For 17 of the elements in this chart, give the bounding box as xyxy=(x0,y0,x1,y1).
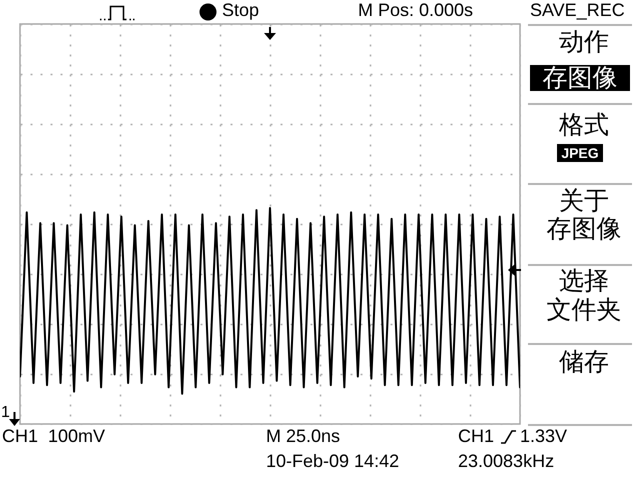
text: 存图像 xyxy=(546,215,622,244)
text: 1.33V xyxy=(520,426,568,447)
text: M 25.0ns xyxy=(266,426,340,447)
text: 格式 xyxy=(558,111,610,140)
text: 10-Feb-09 14:42 xyxy=(266,451,400,472)
text: 选择 xyxy=(558,267,610,296)
text: CH1 100mV xyxy=(2,426,106,447)
text: 文件夹 xyxy=(546,296,622,324)
text: 动作 xyxy=(558,28,610,56)
text: SAVE_REC xyxy=(530,0,625,21)
text: 储存 xyxy=(558,348,610,376)
text: CH1 xyxy=(458,426,494,447)
text: Stop xyxy=(222,0,260,21)
text: 关于 xyxy=(558,187,610,216)
text: 23.0083kHz xyxy=(458,451,554,472)
text: 1 xyxy=(1,404,10,422)
text: M Pos: 0.000s xyxy=(358,0,474,21)
